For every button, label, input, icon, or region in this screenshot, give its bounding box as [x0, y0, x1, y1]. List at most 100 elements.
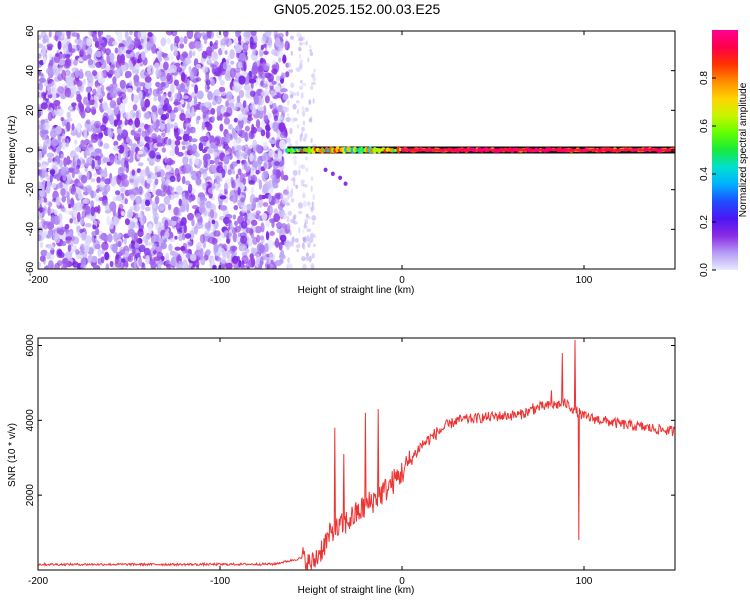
heatmap-cell [343, 181, 348, 186]
heatmap-cell [302, 263, 307, 269]
heatmap-cell [68, 203, 72, 209]
heatmap-cell [55, 52, 60, 58]
heatmap-cell [280, 249, 285, 259]
line-core [587, 149, 590, 151]
line-core [428, 149, 431, 151]
heatmap-cell [163, 61, 169, 71]
heatmap-cell [269, 100, 273, 105]
heatmap-cell [144, 112, 152, 119]
heatmap-cell [43, 197, 48, 203]
heatmap-cell [180, 217, 187, 226]
heatmap-cell [131, 244, 136, 249]
line-core [595, 149, 598, 151]
line-core [564, 149, 567, 151]
heatmap-cell [117, 152, 121, 161]
heatmap-cell [206, 31, 212, 39]
heatmap-cell [246, 266, 250, 269]
heatmap-cell [174, 139, 181, 146]
line-core [651, 149, 653, 151]
heatmap-cell [196, 170, 202, 179]
heatmap-cell [139, 169, 147, 178]
line-core [508, 149, 511, 151]
heatmap-cell [48, 229, 52, 239]
heatmap-cell [169, 64, 177, 74]
heatmap-cell [83, 133, 88, 139]
line-core [562, 149, 565, 151]
line-core [406, 149, 409, 151]
line-core [639, 149, 642, 151]
heatmap-cell [278, 122, 286, 133]
heatmap-cell [98, 197, 106, 202]
heatmap-cell [290, 82, 295, 88]
heatmap-cell [213, 89, 221, 97]
heatmap-cell [292, 214, 297, 219]
heatmap-cell [261, 212, 268, 221]
heatmap-cell [116, 134, 122, 141]
heatmap-cell [232, 106, 239, 111]
line-core [652, 149, 655, 151]
heatmap-cell [162, 95, 167, 101]
heatmap-cell [282, 57, 287, 62]
heatmap-cell [86, 171, 90, 181]
line-core [623, 149, 626, 151]
heatmap-cell [137, 175, 145, 184]
heatmap-cell [109, 201, 117, 212]
line-core [538, 149, 540, 151]
heatmap-cell [130, 129, 136, 136]
heatmap-cell [276, 228, 284, 234]
heatmap-cell [221, 45, 225, 52]
heatmap-cell [300, 182, 305, 187]
heatmap-cell [86, 102, 90, 112]
heatmap-cell [71, 32, 79, 38]
heatmap-cell [143, 227, 147, 237]
line-core [454, 149, 457, 151]
heatmap-cell [131, 169, 136, 176]
heatmap-cell [109, 69, 116, 75]
heatmap-cell [287, 210, 293, 216]
heatmap-cell [39, 204, 43, 214]
heatmap-cell [243, 84, 251, 91]
heatmap-cell [50, 138, 58, 148]
heatmap-cell [183, 35, 188, 45]
heatmap-cell [69, 218, 73, 224]
heatmap-cell [66, 155, 71, 166]
spectrogram-cells [38, 31, 348, 269]
heatmap-cell [189, 71, 195, 81]
heatmap-cell [292, 103, 297, 110]
line-core [447, 149, 450, 151]
line-core [536, 149, 539, 151]
heatmap-cell [108, 115, 115, 123]
heatmap-cell [299, 33, 302, 39]
heatmap-cell [211, 219, 216, 225]
heatmap-cell [39, 212, 43, 218]
line-core [461, 149, 463, 151]
heatmap-cell [97, 129, 103, 140]
heatmap-cell [152, 206, 158, 217]
heatmap-cell [61, 133, 66, 142]
heatmap-cell [124, 121, 128, 126]
heatmap-cell [215, 95, 222, 105]
heatmap-cell [309, 206, 313, 210]
heatmap-cell [174, 167, 180, 177]
heatmap-cell [58, 228, 65, 236]
line-core [415, 149, 418, 151]
heatmap-cell [296, 248, 299, 253]
heatmap-cell [304, 107, 309, 113]
heatmap-cell [219, 205, 228, 211]
heatmap-cell [265, 231, 270, 241]
heatmap-cell [202, 154, 208, 163]
heatmap-cell [94, 41, 100, 48]
heatmap-cell [338, 175, 343, 180]
heatmap-cell [49, 52, 53, 61]
heatmap-cell [47, 77, 51, 84]
heatmap-cell [226, 70, 232, 79]
line-core [426, 149, 429, 151]
heatmap-cell [235, 31, 241, 38]
heatmap-cell [249, 36, 254, 46]
heatmap-cell [292, 216, 296, 221]
heatmap-cell [183, 163, 191, 174]
line-core [618, 149, 621, 151]
heatmap-cell [249, 103, 256, 111]
heatmap-cell [224, 50, 228, 55]
heatmap-cell [206, 123, 213, 131]
